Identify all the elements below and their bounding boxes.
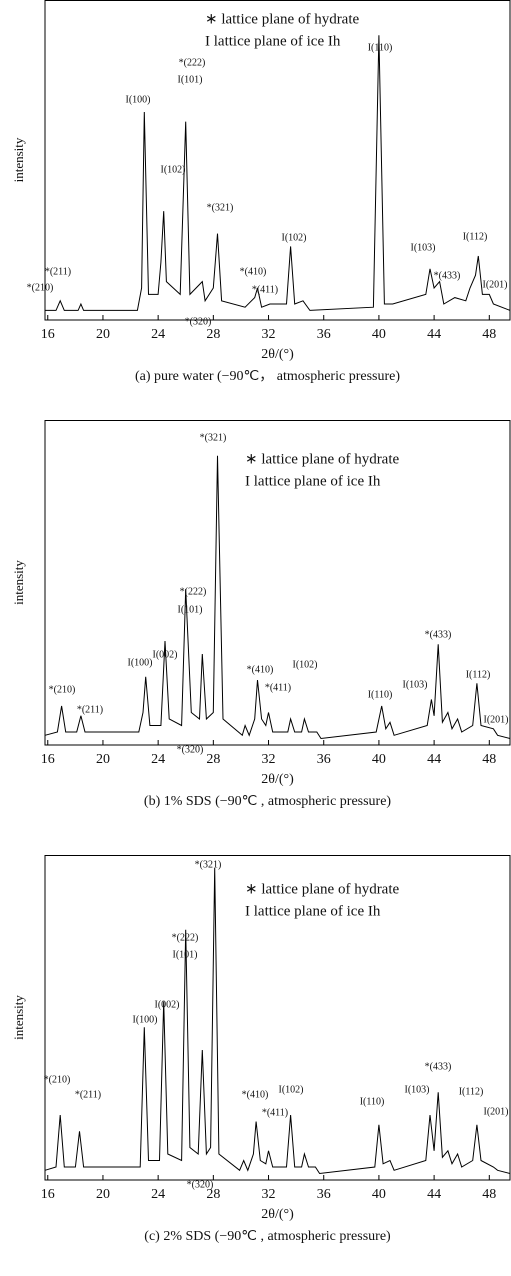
peak-label: I(102) <box>282 232 307 243</box>
peak-label: *(433) <box>434 270 461 281</box>
x-tick-label: 20 <box>96 1187 110 1202</box>
peak-label: I(201) <box>484 1106 509 1117</box>
x-tick-label: 28 <box>206 1187 220 1202</box>
legend-note: I lattice plane of ice Ih <box>245 473 381 489</box>
peak-label: I(103) <box>403 679 428 690</box>
x-tick-label: 16 <box>41 1187 55 1202</box>
peak-label: I(112) <box>459 1086 484 1097</box>
xrd-pattern <box>44 867 511 1175</box>
peak-label: *(222) <box>180 586 207 597</box>
peak-label: *(321) <box>207 202 234 213</box>
peak-label: I(103) <box>405 1084 430 1095</box>
y-axis-label: intensity <box>11 137 26 182</box>
x-tick-label: 32 <box>262 752 276 767</box>
x-tick-label: 36 <box>317 327 331 342</box>
peak-label: *(210) <box>27 282 54 293</box>
peak-label: *(320) <box>177 744 204 755</box>
peak-label: I(002) <box>155 999 180 1010</box>
peak-label: *(222) <box>172 932 199 943</box>
legend-note: I lattice plane of ice Ih <box>245 903 381 919</box>
peak-label: *(411) <box>265 682 291 693</box>
x-tick-label: 32 <box>262 1187 276 1202</box>
peak-label: *(410) <box>240 266 267 277</box>
peak-label: *(321) <box>200 432 227 443</box>
y-axis-label: intensity <box>11 995 26 1040</box>
peak-label: I(102) <box>279 1084 304 1095</box>
peak-label: I(100) <box>126 94 151 105</box>
x-tick-label: 48 <box>482 327 496 342</box>
caption: (c) 2% SDS (−90℃ , atmospheric pressure) <box>144 1229 391 1244</box>
caption: (b) 1% SDS (−90℃ , atmospheric pressure) <box>144 794 392 809</box>
x-tick-label: 28 <box>206 327 220 342</box>
x-tick-label: 20 <box>96 327 110 342</box>
peak-label: I(101) <box>178 74 203 85</box>
plot-frame <box>44 0 511 321</box>
x-tick-label: 36 <box>317 1187 331 1202</box>
peak-label: I(102) <box>293 659 318 670</box>
peak-label: I(201) <box>483 279 508 290</box>
x-tick-label: 24 <box>151 752 165 767</box>
peak-label: *(410) <box>247 664 274 675</box>
caption: (a) pure water (−90℃， atmospheric pressu… <box>135 369 400 384</box>
peak-label: *(321) <box>195 859 222 870</box>
x-tick-label: 48 <box>482 1187 496 1202</box>
peak-label: *(211) <box>77 704 103 715</box>
x-tick-label: 16 <box>41 752 55 767</box>
x-tick-label: 32 <box>262 327 276 342</box>
xrd-pattern <box>44 455 511 740</box>
peak-label: *(410) <box>242 1089 269 1100</box>
plot-frame <box>44 420 511 746</box>
peak-label: *(433) <box>425 1061 452 1072</box>
x-tick-label: 44 <box>427 1187 441 1202</box>
peak-label: *(320) <box>185 316 212 327</box>
peak-label: I(110) <box>360 1096 385 1107</box>
peak-label: *(211) <box>45 266 71 277</box>
x-tick-label: 28 <box>206 752 220 767</box>
x-axis-label: 2θ/(°) <box>261 347 294 362</box>
peak-label: I(103) <box>411 242 436 253</box>
x-tick-label: 44 <box>427 752 441 767</box>
x-tick-label: 36 <box>317 752 331 767</box>
peak-label: *(433) <box>425 629 452 640</box>
y-axis-label: intensity <box>11 560 26 605</box>
legend-note: ∗ lattice plane of hydrate <box>245 451 400 467</box>
peak-label: *(411) <box>252 284 278 295</box>
peak-label: I(002) <box>153 649 178 660</box>
x-tick-label: 24 <box>151 1187 165 1202</box>
peak-label: *(222) <box>179 57 206 68</box>
peak-label: I(110) <box>368 42 393 53</box>
peak-label: I(112) <box>463 231 488 242</box>
x-tick-label: 44 <box>427 327 441 342</box>
legend-note: ∗ lattice plane of hydrate <box>205 11 360 27</box>
peak-label: I(110) <box>368 689 393 700</box>
peak-label: I(201) <box>484 714 509 725</box>
legend-note: I lattice plane of ice Ih <box>205 33 341 49</box>
x-tick-label: 16 <box>41 327 55 342</box>
plot-frame <box>44 855 511 1181</box>
legend-note: ∗ lattice plane of hydrate <box>245 881 400 897</box>
peak-label: *(411) <box>262 1107 288 1118</box>
x-tick-label: 24 <box>151 327 165 342</box>
x-tick-label: 48 <box>482 752 496 767</box>
peak-label: I(100) <box>133 1014 158 1025</box>
peak-label: I(101) <box>173 949 198 960</box>
peak-label: I(101) <box>178 604 203 615</box>
peak-label: *(210) <box>49 684 76 695</box>
x-tick-label: 40 <box>372 1187 386 1202</box>
peak-label: I(112) <box>466 669 491 680</box>
peak-label: I(102) <box>161 164 186 175</box>
peak-label: *(320) <box>187 1179 214 1190</box>
x-tick-label: 40 <box>372 752 386 767</box>
x-axis-label: 2θ/(°) <box>261 1207 294 1222</box>
x-tick-label: 40 <box>372 327 386 342</box>
x-tick-label: 20 <box>96 752 110 767</box>
xrd-pattern <box>45 35 511 311</box>
peak-label: *(211) <box>75 1089 101 1100</box>
peak-label: *(210) <box>44 1074 71 1085</box>
x-axis-label: 2θ/(°) <box>261 772 294 787</box>
peak-label: I(100) <box>128 657 153 668</box>
